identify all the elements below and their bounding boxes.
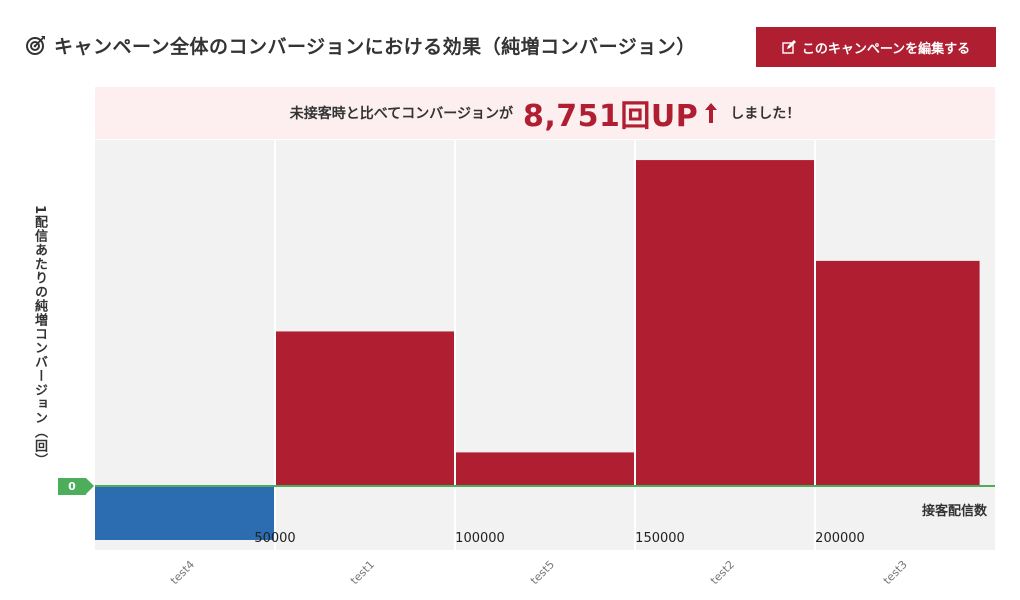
category-label-test2: test2 xyxy=(708,558,737,587)
category-label-test3: test3 xyxy=(881,558,910,587)
x-tick-label: 150000 xyxy=(635,531,685,546)
x-tick-label: 50000 xyxy=(254,531,295,546)
bar-test2 xyxy=(636,160,814,486)
edit-icon xyxy=(782,40,796,54)
y-axis-title: 1配信あたりの純増コンバージョン（回） xyxy=(32,205,47,468)
banner-value: 8,751回UP xyxy=(522,99,699,134)
banner-suffix: しました！ xyxy=(730,106,801,122)
bar-test4 xyxy=(95,486,274,540)
category-label-test1: test1 xyxy=(348,558,377,587)
x-tick-label: 100000 xyxy=(455,531,505,546)
zero-label: 0 xyxy=(58,478,94,495)
target-icon xyxy=(26,36,45,55)
result-banner: 未接客時と比べてコンバージョンが 8,751回UP しました！ xyxy=(95,87,995,139)
category-label-test4: test4 xyxy=(168,558,197,587)
bar-test3 xyxy=(816,260,980,486)
page-header: キャンペーン全体のコンバージョンにおける効果（純増コンバージョン） xyxy=(26,30,696,60)
banner-prefix: 未接客時と比べてコンバージョンが xyxy=(289,106,513,122)
page-title: キャンペーン全体のコンバージョンにおける効果（純増コンバージョン） xyxy=(54,35,696,58)
bar-test1 xyxy=(276,331,454,486)
x-axis-title: 接客配信数 xyxy=(921,504,987,519)
category-label-test5: test5 xyxy=(528,558,557,587)
edit-campaign-button[interactable]: このキャンペーンを編集する xyxy=(756,27,996,67)
bar-test5 xyxy=(456,452,634,486)
up-arrow-icon xyxy=(705,103,718,123)
edit-campaign-label: このキャンペーンを編集する xyxy=(801,41,971,57)
x-tick-label: 200000 xyxy=(815,531,865,546)
